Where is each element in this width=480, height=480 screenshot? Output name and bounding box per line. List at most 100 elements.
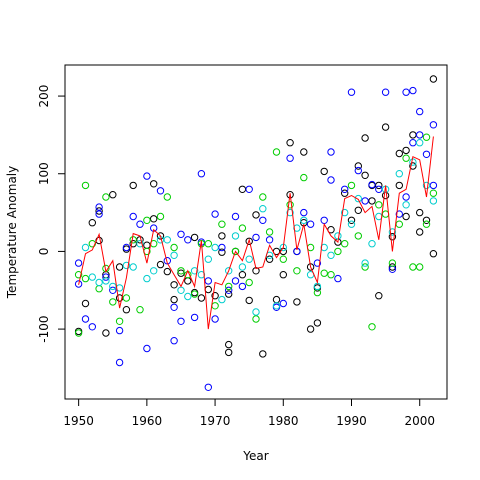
data-point [225, 348, 233, 357]
data-point [211, 315, 219, 323]
data-point [259, 193, 267, 201]
x-axis-label: Year [242, 449, 268, 463]
data-point [238, 271, 247, 279]
data-point [129, 181, 137, 190]
data-point [422, 216, 431, 225]
data-point [238, 224, 247, 232]
data-point [88, 273, 97, 281]
data-point [231, 247, 240, 256]
data-point [184, 292, 192, 301]
data-point [136, 220, 144, 228]
data-point [293, 267, 301, 275]
data-point [300, 208, 308, 217]
x-axis: 1950 1960 1970 1980 1990 2000 [63, 398, 435, 428]
data-point [361, 134, 369, 142]
data-point [170, 303, 178, 311]
data-point [293, 298, 301, 306]
data-point [354, 194, 362, 203]
data-point [177, 230, 185, 239]
y-axis: -100 0 100 200 [37, 85, 66, 343]
data-point [102, 277, 110, 285]
data-point [109, 298, 117, 306]
data-point [204, 255, 213, 263]
x-tick-label: 1950 [63, 414, 94, 428]
data-point [245, 278, 253, 287]
data-point [150, 180, 158, 188]
data-point [204, 240, 213, 248]
data-point [245, 237, 253, 246]
data-point [245, 296, 253, 305]
data-point [388, 263, 397, 271]
data-point [395, 210, 403, 218]
data-point [416, 263, 424, 271]
data-point [156, 187, 165, 195]
data-point [306, 220, 315, 228]
data-point [102, 273, 110, 281]
data-point [218, 295, 226, 304]
data-point [395, 170, 403, 178]
data-point [300, 216, 308, 225]
data-point [327, 251, 335, 260]
data-point [341, 185, 349, 194]
data-point [252, 315, 260, 323]
data-point [88, 323, 97, 331]
data-point [334, 274, 342, 283]
x-tick-label: 1990 [336, 414, 367, 428]
data-point [102, 329, 110, 337]
data-point [422, 220, 431, 228]
data-point [286, 139, 294, 147]
data-point [279, 255, 287, 263]
data-point [190, 313, 199, 322]
data-point [122, 306, 131, 314]
data-point [218, 220, 226, 228]
data-point [190, 290, 199, 298]
data-point [320, 269, 328, 277]
series-4-line [78, 136, 434, 330]
data-point [272, 302, 281, 310]
data-point [129, 212, 137, 221]
data-point [225, 286, 233, 294]
y-tick-label: 100 [37, 162, 51, 185]
data-point [347, 181, 356, 190]
data-point [388, 259, 397, 267]
data-point [313, 319, 322, 327]
data-point [231, 232, 240, 240]
data-point [150, 267, 158, 275]
data-point [286, 154, 294, 162]
data-point [156, 212, 165, 221]
data-point [361, 197, 369, 205]
data-point [354, 162, 362, 170]
data-point [381, 123, 390, 131]
data-point [422, 150, 431, 159]
data-point [225, 267, 233, 275]
data-point [245, 185, 253, 194]
data-point [422, 181, 431, 190]
data-point [143, 344, 151, 353]
data-point [402, 193, 410, 201]
data-point [238, 263, 247, 271]
data-point [265, 228, 274, 236]
data-point [177, 269, 185, 277]
data-point [225, 290, 233, 298]
data-point [341, 240, 349, 248]
data-point [265, 236, 274, 244]
data-point [300, 173, 308, 182]
data-point [300, 148, 308, 156]
data-point [320, 167, 328, 176]
y-axis-label: Temperature Anomaly [5, 166, 19, 299]
data-point [347, 220, 356, 228]
data-point [416, 228, 424, 236]
data-point [368, 323, 376, 331]
data-point [170, 295, 178, 304]
data-point [102, 193, 110, 201]
data-point [252, 233, 260, 242]
data-point [341, 189, 349, 197]
data-point [143, 172, 151, 180]
data-point [225, 340, 233, 349]
data-point [259, 216, 267, 225]
data-point [402, 88, 410, 96]
data-point [388, 233, 397, 241]
data-point [74, 259, 83, 267]
